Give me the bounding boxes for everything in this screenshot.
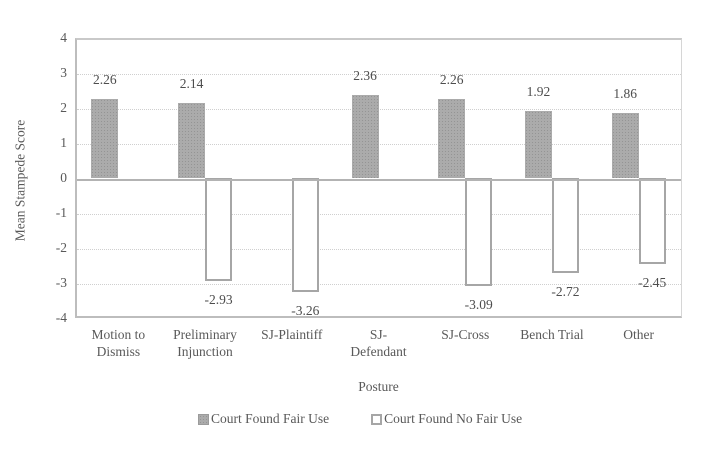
bar-value-label: 2.14 — [179, 76, 204, 92]
gridline — [77, 74, 681, 75]
x-category-label: SJ-Cross — [441, 327, 490, 342]
bar-value-label: 2.36 — [353, 68, 377, 84]
x-category-label: Bench Trial — [520, 327, 584, 342]
bar-value-label: -2.93 — [204, 291, 233, 307]
bar-value-label: -3.09 — [464, 297, 493, 313]
y-tick-label: -1 — [55, 205, 67, 220]
bar-value-label: 2.26 — [93, 71, 117, 87]
y-tick-label: -3 — [55, 275, 67, 290]
y-tick-label: 3 — [60, 65, 67, 80]
bar-no-fair-use — [551, 178, 579, 274]
fair-use-swatch-icon — [197, 413, 209, 425]
y-tick-label: 0 — [60, 170, 67, 185]
bar-value-label: -2.45 — [638, 274, 667, 290]
bar-no-fair-use — [638, 178, 666, 264]
bar-fair-use — [438, 98, 466, 178]
bar-value-label: 1.92 — [526, 83, 551, 99]
no-fair-use-swatch-icon — [371, 413, 383, 425]
legend: Court Found Fair Use Court Found No Fair… — [0, 411, 720, 427]
gridline — [77, 284, 681, 285]
x-category-label: Motion to Dismiss — [91, 327, 146, 359]
x-category-label: SJ-Plaintiff — [261, 327, 323, 342]
bar-fair-use — [524, 110, 552, 178]
bar-no-fair-use — [205, 178, 233, 281]
x-category-label: SJ- Defendant — [350, 327, 407, 359]
y-tick-label: 1 — [60, 135, 67, 150]
gridline — [77, 214, 681, 215]
gridline — [77, 249, 681, 250]
x-axis-title: Posture — [358, 379, 399, 394]
bar-fair-use — [178, 103, 206, 178]
bar-value-label: 1.86 — [613, 85, 637, 101]
bar-no-fair-use — [465, 178, 493, 287]
x-category-label: Other — [623, 327, 654, 342]
legend-item-fair-use: Court Found Fair Use — [197, 411, 330, 427]
bar-fair-use — [351, 95, 379, 178]
bar-fair-use — [611, 112, 639, 178]
y-tick-label: 4 — [60, 30, 67, 45]
legend-label-no-fair-use: Court Found No Fair Use — [384, 411, 523, 426]
legend-item-no-fair-use: Court Found No Fair Use — [371, 411, 522, 427]
bar-fair-use — [91, 98, 119, 178]
bar-value-label: 2.26 — [439, 71, 464, 87]
zero-axis-line — [77, 179, 681, 181]
gridline — [77, 109, 681, 110]
legend-label-fair-use: Court Found Fair Use — [210, 411, 330, 426]
x-category-label: Preliminary Injunction — [173, 327, 237, 359]
y-tick-label: 2 — [60, 100, 67, 115]
bar-value-label: -3.26 — [291, 303, 320, 319]
y-tick-label: -2 — [55, 240, 67, 255]
bar-no-fair-use — [291, 178, 319, 293]
y-tick-label: -4 — [55, 310, 67, 325]
bar-value-label: -2.72 — [551, 284, 580, 300]
plot-area — [75, 38, 682, 318]
gridline — [77, 144, 681, 145]
